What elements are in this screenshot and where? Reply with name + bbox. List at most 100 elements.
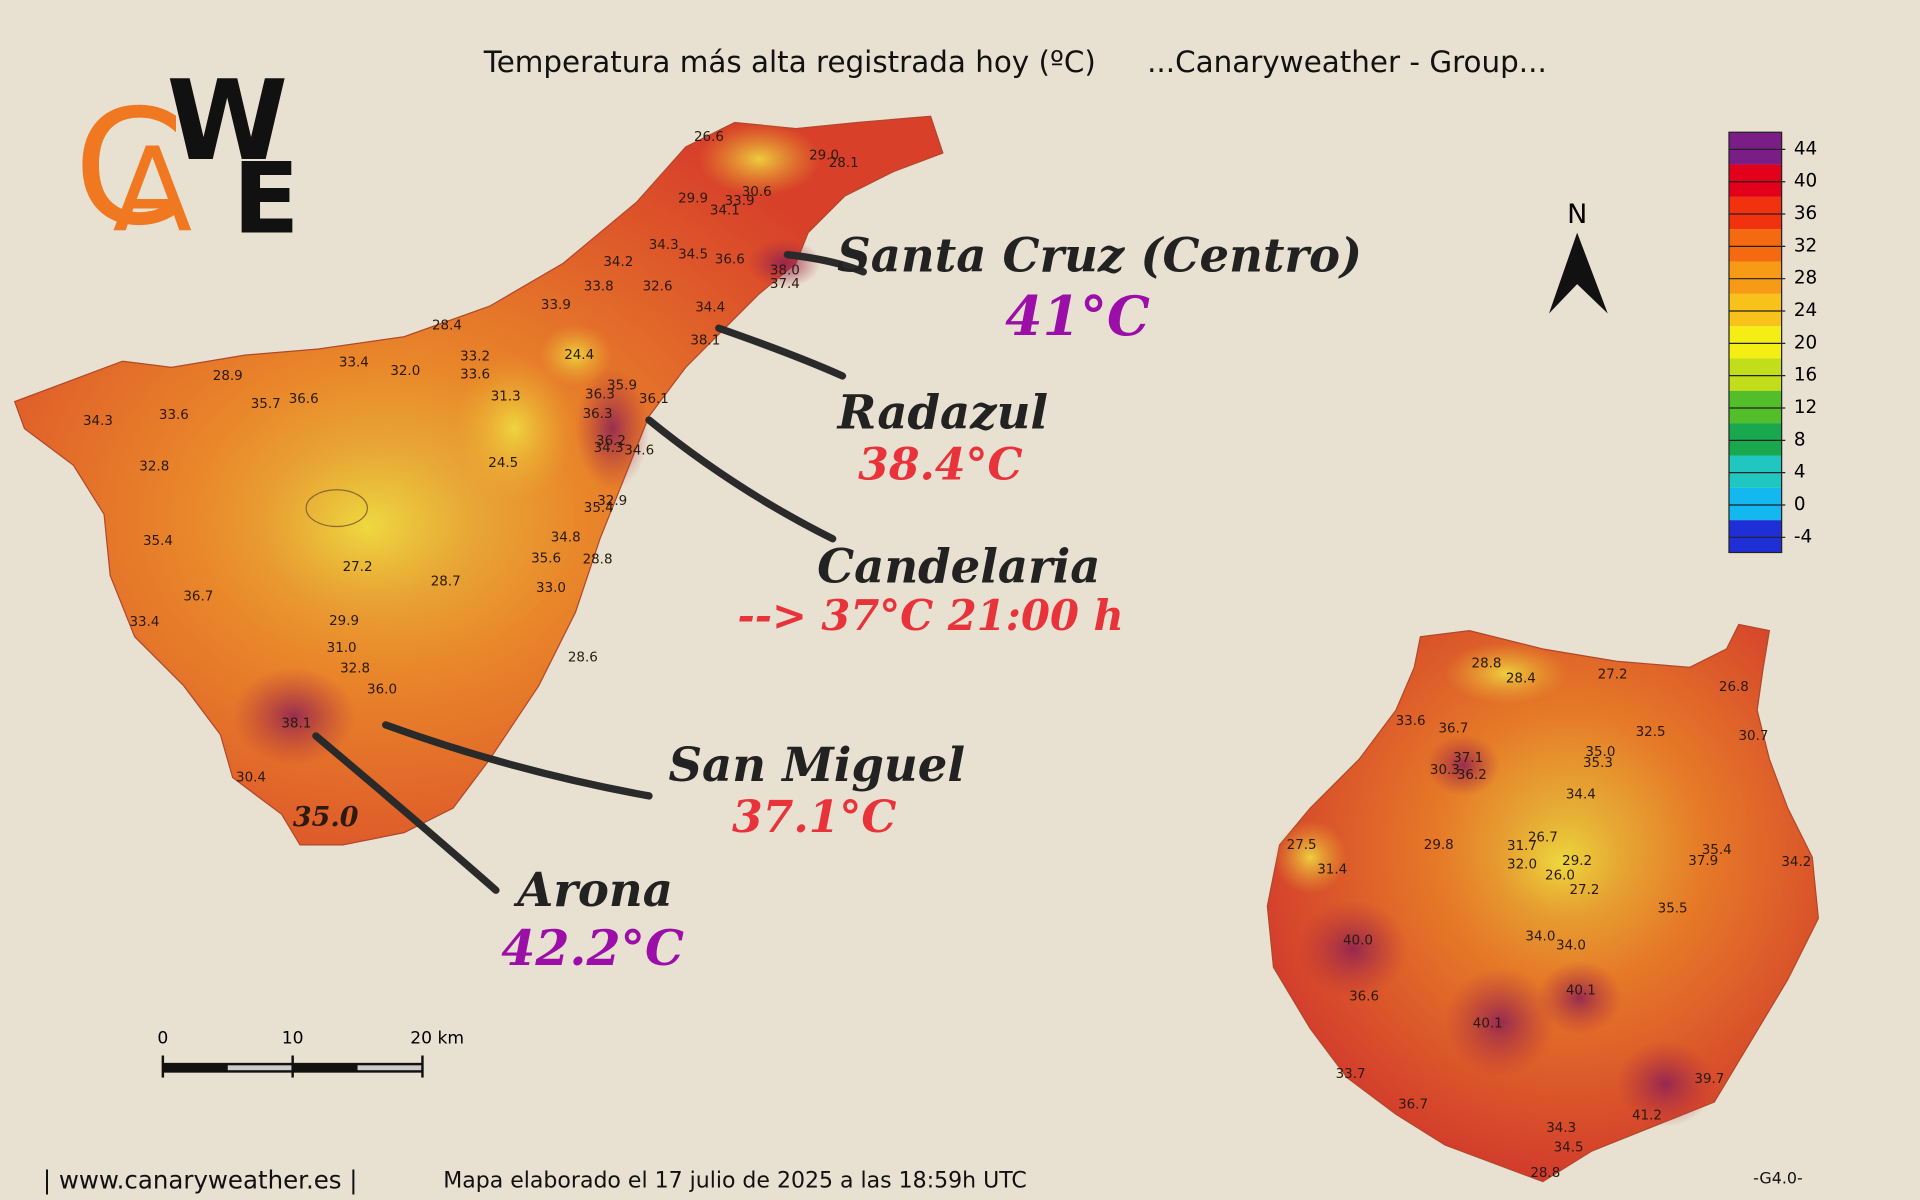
station-value: 32.0 — [1507, 857, 1537, 872]
station-value: 36.6 — [289, 392, 319, 407]
station-value: 34.5 — [1554, 1140, 1584, 1155]
station-value: 26.0 — [1545, 869, 1575, 884]
station-value: 32.5 — [1636, 725, 1666, 740]
station-value: 36.6 — [715, 253, 745, 268]
callout-value: 37.1°C — [732, 792, 896, 843]
callout-value: 41°C — [1005, 284, 1150, 348]
legend-swatch — [1728, 390, 1782, 424]
logo-letter: E — [233, 143, 300, 257]
station-value: 28.8 — [1472, 657, 1502, 672]
station-value: 36.3 — [583, 407, 613, 422]
legend-swatch — [1728, 520, 1782, 553]
station-value: 28.8 — [583, 553, 613, 568]
north-label: N — [1567, 199, 1587, 230]
scale-label: 0 — [157, 1028, 168, 1048]
station-value: 30.6 — [742, 185, 772, 200]
legend-label: 20 — [1794, 332, 1817, 353]
legend-frame — [1728, 131, 1783, 554]
station-value: 33.0 — [536, 581, 566, 596]
station-value: 26.7 — [1528, 831, 1558, 846]
line-arona — [312, 732, 500, 894]
station-value: 33.6 — [159, 408, 189, 423]
station-value: 35.4 — [584, 501, 614, 516]
legend-swatch — [1728, 229, 1782, 262]
station-value: 37.1 — [1453, 751, 1483, 766]
station-value: 30.3 — [1430, 763, 1460, 778]
station-value: 34.5 — [678, 248, 708, 263]
station-value: 33.6 — [1396, 714, 1426, 729]
station-value: 35.4 — [143, 534, 173, 549]
station-value: 33.9 — [725, 194, 755, 209]
station-value: 35.0 — [1585, 745, 1615, 760]
station-value: 28.6 — [568, 651, 598, 666]
station-value: 33.4 — [339, 355, 369, 370]
station-value: 36.2 — [596, 434, 626, 449]
station-value: 34.3 — [1546, 1121, 1576, 1136]
station-value: 31.7 — [1507, 839, 1537, 854]
station-value: 35.5 — [1658, 902, 1688, 917]
callout-name: Candelaria — [817, 539, 1100, 594]
station-value: 32.9 — [597, 494, 627, 509]
logo-letter: A — [113, 123, 193, 258]
station-value: 27.2 — [1598, 668, 1628, 683]
station-value: 36.7 — [1438, 722, 1468, 737]
station-value: 32.6 — [643, 280, 673, 295]
legend-swatch — [1728, 358, 1782, 391]
station-value: 29.9 — [329, 614, 359, 629]
legend-label: 8 — [1794, 429, 1806, 450]
station-value: 30.4 — [236, 771, 266, 786]
legend-swatch — [1728, 326, 1782, 359]
station-value: 34.2 — [1781, 855, 1811, 870]
footer-site: | www.canaryweather.es | — [43, 1166, 358, 1195]
station-value: 34.0 — [1525, 930, 1555, 945]
station-value: 32.8 — [340, 662, 370, 677]
station-value: 40.1 — [1566, 984, 1596, 999]
station-value: 35.9 — [607, 379, 637, 394]
station-value: 29.9 — [678, 191, 708, 206]
station-value: 28.4 — [1506, 671, 1536, 686]
group: ...Canaryweather - Group... — [1147, 45, 1547, 79]
station-value: 31.4 — [1317, 862, 1347, 877]
station-value: 38.1 — [690, 333, 720, 348]
station-value: 34.3 — [83, 414, 113, 429]
station-value: 35.6 — [531, 551, 561, 566]
callout-name: Santa Cruz (Centro) — [837, 228, 1362, 283]
legend-label: 24 — [1794, 300, 1817, 321]
callout-name: Arona — [513, 862, 673, 917]
legend-label: 40 — [1794, 171, 1817, 192]
station-value: 35.4 — [1702, 843, 1732, 858]
station-value: 40.0 — [1343, 933, 1373, 948]
legend-swatch — [1728, 164, 1782, 197]
station-value: 37.4 — [770, 277, 800, 292]
station-value: 33.9 — [541, 298, 571, 313]
station-value: 34.1 — [710, 204, 740, 219]
station-value: 33.2 — [460, 349, 490, 364]
station-value: 32.0 — [390, 364, 420, 379]
station-value: 34.4 — [1566, 788, 1596, 803]
legend-label: -4 — [1794, 526, 1812, 547]
station-value: 34.0 — [1556, 938, 1586, 953]
station-value: 41.2 — [1632, 1109, 1662, 1124]
station-value: 26.8 — [1719, 680, 1749, 695]
station-value: 37.9 — [1688, 854, 1718, 869]
logo-letter: C — [73, 75, 184, 261]
line-radazul — [715, 324, 847, 380]
legend-swatch — [1728, 293, 1782, 327]
legend-label: 4 — [1794, 462, 1806, 483]
station-value: 38.0 — [770, 264, 800, 279]
callout-lines — [312, 251, 867, 894]
callout-value: 38.4°C — [858, 439, 1022, 490]
station-value: 34.3 — [594, 441, 624, 456]
station-value: 27.2 — [1570, 883, 1600, 898]
scale-bar: 0 10 20 km — [157, 1028, 464, 1078]
title: Temperatura más alta registrada hoy (ºC) — [483, 45, 1096, 79]
logo-letter: W — [167, 57, 289, 185]
station-value: 36.2 — [1457, 768, 1487, 783]
footer-version: -G4.0- — [1753, 1169, 1803, 1188]
station-value: 27.5 — [1287, 838, 1317, 853]
station-value: 33.8 — [584, 280, 614, 295]
legend-swatch — [1728, 423, 1782, 456]
line-santa-cruz — [783, 251, 867, 276]
station-value: 34.3 — [649, 238, 679, 253]
